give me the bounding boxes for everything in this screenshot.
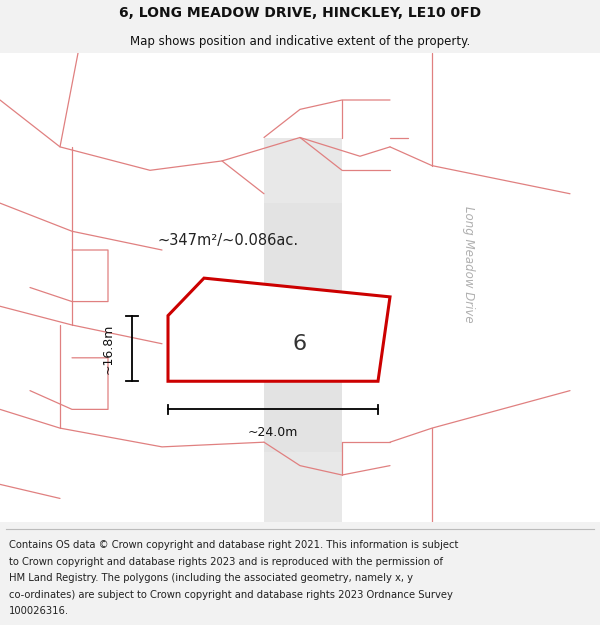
Polygon shape <box>264 138 342 203</box>
Text: 100026316.: 100026316. <box>9 606 69 616</box>
Text: ~24.0m: ~24.0m <box>248 426 298 439</box>
Polygon shape <box>264 203 342 451</box>
Text: 6, LONG MEADOW DRIVE, HINCKLEY, LE10 0FD: 6, LONG MEADOW DRIVE, HINCKLEY, LE10 0FD <box>119 6 481 20</box>
Text: HM Land Registry. The polygons (including the associated geometry, namely x, y: HM Land Registry. The polygons (includin… <box>9 574 413 584</box>
Text: 6: 6 <box>293 334 307 354</box>
Text: ~347m²/~0.086ac.: ~347m²/~0.086ac. <box>157 233 299 248</box>
Text: co-ordinates) are subject to Crown copyright and database rights 2023 Ordnance S: co-ordinates) are subject to Crown copyr… <box>9 590 453 600</box>
Polygon shape <box>168 278 390 381</box>
Text: ~16.8m: ~16.8m <box>101 323 115 374</box>
Text: Contains OS data © Crown copyright and database right 2021. This information is : Contains OS data © Crown copyright and d… <box>9 541 458 551</box>
Text: Map shows position and indicative extent of the property.: Map shows position and indicative extent… <box>130 35 470 48</box>
Polygon shape <box>264 451 342 522</box>
Text: to Crown copyright and database rights 2023 and is reproduced with the permissio: to Crown copyright and database rights 2… <box>9 557 443 567</box>
Text: Long Meadow Drive: Long Meadow Drive <box>461 206 475 322</box>
